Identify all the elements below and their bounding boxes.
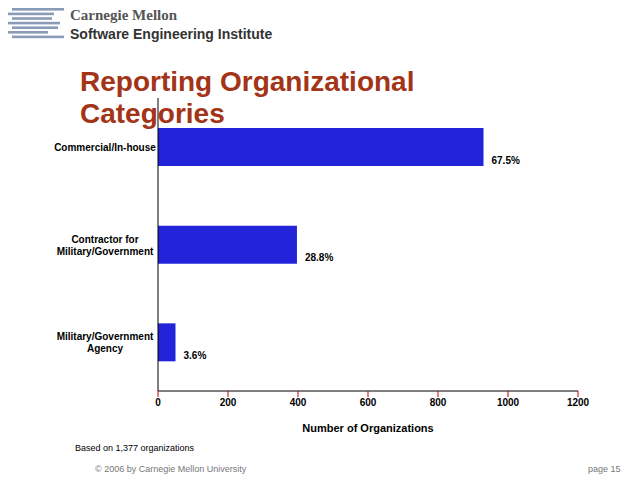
svg-text:67.5%: 67.5% (492, 155, 520, 166)
svg-text:Commercial/In-house: Commercial/In-house (54, 141, 156, 152)
svg-text:28.8%: 28.8% (305, 252, 333, 263)
svg-text:400: 400 (290, 397, 307, 408)
svg-text:Number of Organizations: Number of Organizations (302, 422, 433, 434)
svg-text:800: 800 (430, 397, 447, 408)
svg-text:3.6%: 3.6% (184, 350, 207, 361)
svg-text:200: 200 (220, 397, 237, 408)
html-text:page 15: page 15 (588, 464, 621, 474)
html-text:© 2006 by Carnegie Mellon Univ: © 2006 by Carnegie Mellon University (95, 464, 247, 474)
html-text:Reporting Organizational Categ: Reporting Organizational Categories (80, 66, 415, 129)
svg-text:1200: 1200 (567, 397, 590, 408)
html-text:Software Engineering Institute: Software Engineering Institute (70, 26, 273, 42)
svg-text:1000: 1000 (497, 397, 520, 408)
html-text:Based on 1,377 organizations: Based on 1,377 organizations (75, 443, 195, 453)
svg-text:Military/GovernmentAgency: Military/GovernmentAgency (57, 331, 154, 354)
svg-text:600: 600 (360, 397, 377, 408)
html-text:Carnegie Mellon: Carnegie Mellon (70, 7, 178, 23)
svg-text:Contractor forMilitary/Governm: Contractor forMilitary/Government (57, 233, 154, 256)
svg-text:0: 0 (155, 397, 161, 408)
